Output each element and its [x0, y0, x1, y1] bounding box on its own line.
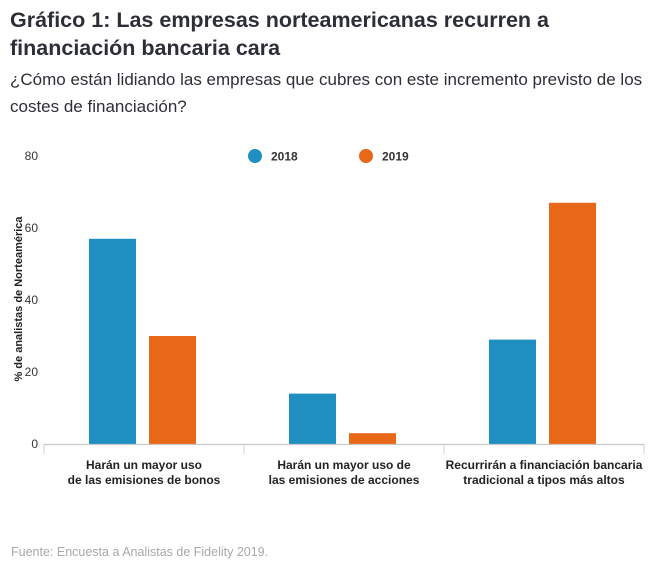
y-tick-label: 60 [25, 221, 39, 235]
bar-2018-1 [89, 238, 136, 444]
legend-marker-2019 [359, 149, 373, 163]
y-tick-label: 80 [25, 149, 39, 163]
bar-2019-1 [149, 336, 196, 444]
category-label: Harán un mayor uso [86, 458, 202, 472]
y-tick-label: 0 [31, 437, 38, 451]
category-label: de las emisiones de bonos [68, 473, 221, 487]
chart-title: Gráfico 1: Las empresas norteamericanas … [10, 8, 549, 60]
x-axis [43, 443, 645, 454]
bars [89, 202, 596, 444]
bar-2019-2 [349, 433, 396, 444]
bar-chart: 0 20 40 60 80 % de analistas de Norteamérica… [13, 149, 645, 487]
bar-2019-3 [549, 202, 596, 444]
chart-subtitle: ¿Cómo están lidiando las empresas que cu… [10, 70, 643, 116]
y-tick-label: 20 [25, 365, 39, 379]
category-label: Harán un mayor uso de [277, 458, 411, 472]
legend: 2018 2019 [248, 149, 409, 164]
legend-label: 2019 [382, 150, 409, 164]
category-label: las emisiones de acciones [269, 473, 420, 487]
legend-label: 2018 [271, 150, 298, 164]
bar-2018-3 [489, 339, 536, 444]
bar-2018-2 [289, 393, 336, 444]
y-tick-label: 40 [25, 293, 39, 307]
legend-marker-2018 [248, 149, 262, 163]
category-label: Recurrirán a financiación bancaria [446, 458, 643, 472]
y-axis-label: % de analistas de Norteamérica [13, 216, 25, 382]
category-label: tradicional a tipos más altos [463, 473, 625, 487]
source-note: Fuente: Encuesta a Analistas de Fidelity… [11, 545, 269, 559]
y-axis-ticks: 0 20 40 60 80 [25, 149, 39, 451]
